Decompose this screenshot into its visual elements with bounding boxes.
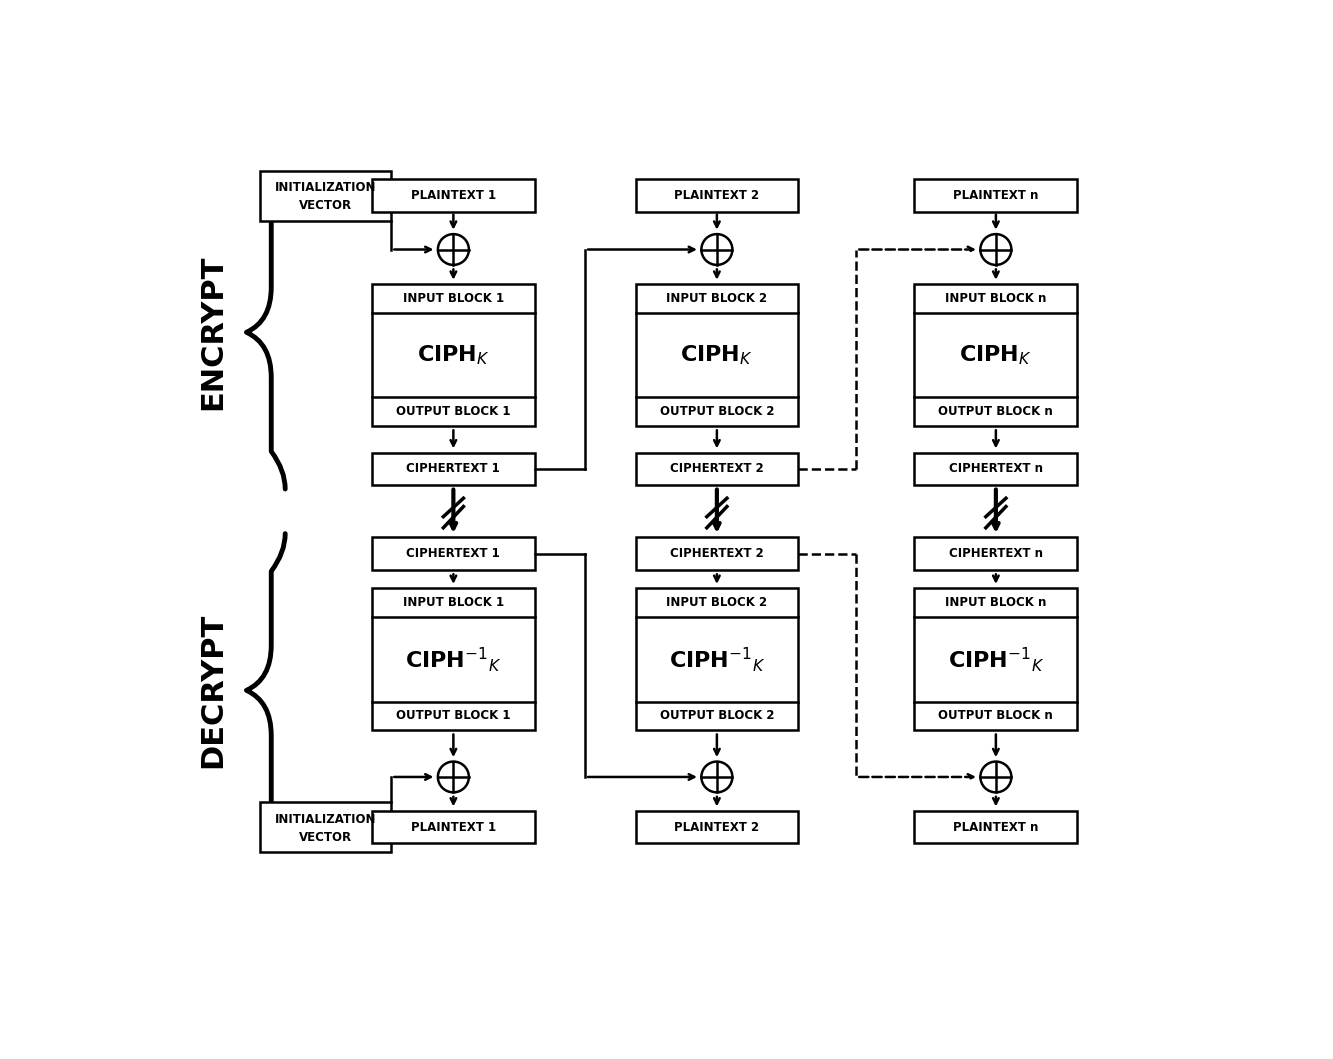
Text: INPUT BLOCK 2: INPUT BLOCK 2 — [666, 596, 768, 609]
FancyBboxPatch shape — [914, 284, 1077, 426]
Text: OUTPUT BLOCK 1: OUTPUT BLOCK 1 — [396, 710, 511, 722]
Text: INPUT BLOCK 2: INPUT BLOCK 2 — [666, 292, 768, 305]
Text: $\mathbf{CIPH}^{-1}{}_K$: $\mathbf{CIPH}^{-1}{}_K$ — [405, 645, 501, 674]
Text: CIPHERTEXT n: CIPHERTEXT n — [949, 548, 1042, 560]
FancyBboxPatch shape — [260, 802, 392, 852]
Text: CIPHERTEXT n: CIPHERTEXT n — [949, 463, 1042, 475]
Text: INPUT BLOCK n: INPUT BLOCK n — [945, 292, 1046, 305]
Text: OUTPUT BLOCK n: OUTPUT BLOCK n — [938, 710, 1053, 722]
Text: INITIALIZATION: INITIALIZATION — [275, 181, 376, 195]
Text: VECTOR: VECTOR — [299, 830, 352, 844]
Text: $\mathbf{CIPH}_K$: $\mathbf{CIPH}_K$ — [680, 343, 753, 366]
Text: INPUT BLOCK n: INPUT BLOCK n — [945, 596, 1046, 609]
Text: $\mathbf{CIPH}^{-1}{}_K$: $\mathbf{CIPH}^{-1}{}_K$ — [948, 645, 1044, 674]
Text: INPUT BLOCK 1: INPUT BLOCK 1 — [403, 596, 504, 609]
Text: $\mathbf{CIPH}^{-1}{}_K$: $\mathbf{CIPH}^{-1}{}_K$ — [669, 645, 765, 674]
Text: OUTPUT BLOCK 2: OUTPUT BLOCK 2 — [660, 406, 774, 418]
FancyBboxPatch shape — [372, 453, 535, 485]
Text: $\mathbf{CIPH}_K$: $\mathbf{CIPH}_K$ — [417, 343, 489, 366]
Text: PLAINTEXT 1: PLAINTEXT 1 — [411, 821, 496, 833]
FancyBboxPatch shape — [914, 179, 1077, 212]
Text: DECRYPT: DECRYPT — [199, 613, 228, 768]
Text: OUTPUT BLOCK 2: OUTPUT BLOCK 2 — [660, 710, 774, 722]
FancyBboxPatch shape — [372, 538, 535, 570]
Text: PLAINTEXT n: PLAINTEXT n — [953, 821, 1038, 833]
FancyBboxPatch shape — [636, 284, 798, 426]
Text: CIPHERTEXT 1: CIPHERTEXT 1 — [407, 463, 500, 475]
Text: CIPHERTEXT 2: CIPHERTEXT 2 — [670, 463, 764, 475]
FancyBboxPatch shape — [372, 284, 535, 426]
FancyBboxPatch shape — [636, 179, 798, 212]
FancyBboxPatch shape — [914, 538, 1077, 570]
FancyBboxPatch shape — [372, 179, 535, 212]
FancyBboxPatch shape — [636, 453, 798, 485]
FancyBboxPatch shape — [914, 811, 1077, 843]
Text: OUTPUT BLOCK 1: OUTPUT BLOCK 1 — [396, 406, 511, 418]
Text: PLAINTEXT 2: PLAINTEXT 2 — [674, 821, 760, 833]
FancyBboxPatch shape — [636, 811, 798, 843]
FancyBboxPatch shape — [636, 589, 798, 730]
FancyBboxPatch shape — [372, 811, 535, 843]
Text: ENCRYPT: ENCRYPT — [199, 254, 228, 410]
Text: INITIALIZATION: INITIALIZATION — [275, 813, 376, 826]
FancyBboxPatch shape — [636, 538, 798, 570]
Text: $\mathbf{CIPH}_K$: $\mathbf{CIPH}_K$ — [960, 343, 1032, 366]
Text: PLAINTEXT 1: PLAINTEXT 1 — [411, 190, 496, 202]
Text: OUTPUT BLOCK n: OUTPUT BLOCK n — [938, 406, 1053, 418]
Text: VECTOR: VECTOR — [299, 199, 352, 212]
FancyBboxPatch shape — [260, 170, 392, 220]
FancyBboxPatch shape — [372, 589, 535, 730]
FancyBboxPatch shape — [914, 589, 1077, 730]
Text: CIPHERTEXT 1: CIPHERTEXT 1 — [407, 548, 500, 560]
Text: PLAINTEXT n: PLAINTEXT n — [953, 190, 1038, 202]
Text: CIPHERTEXT 2: CIPHERTEXT 2 — [670, 548, 764, 560]
Text: INPUT BLOCK 1: INPUT BLOCK 1 — [403, 292, 504, 305]
FancyBboxPatch shape — [914, 453, 1077, 485]
Text: PLAINTEXT 2: PLAINTEXT 2 — [674, 190, 760, 202]
